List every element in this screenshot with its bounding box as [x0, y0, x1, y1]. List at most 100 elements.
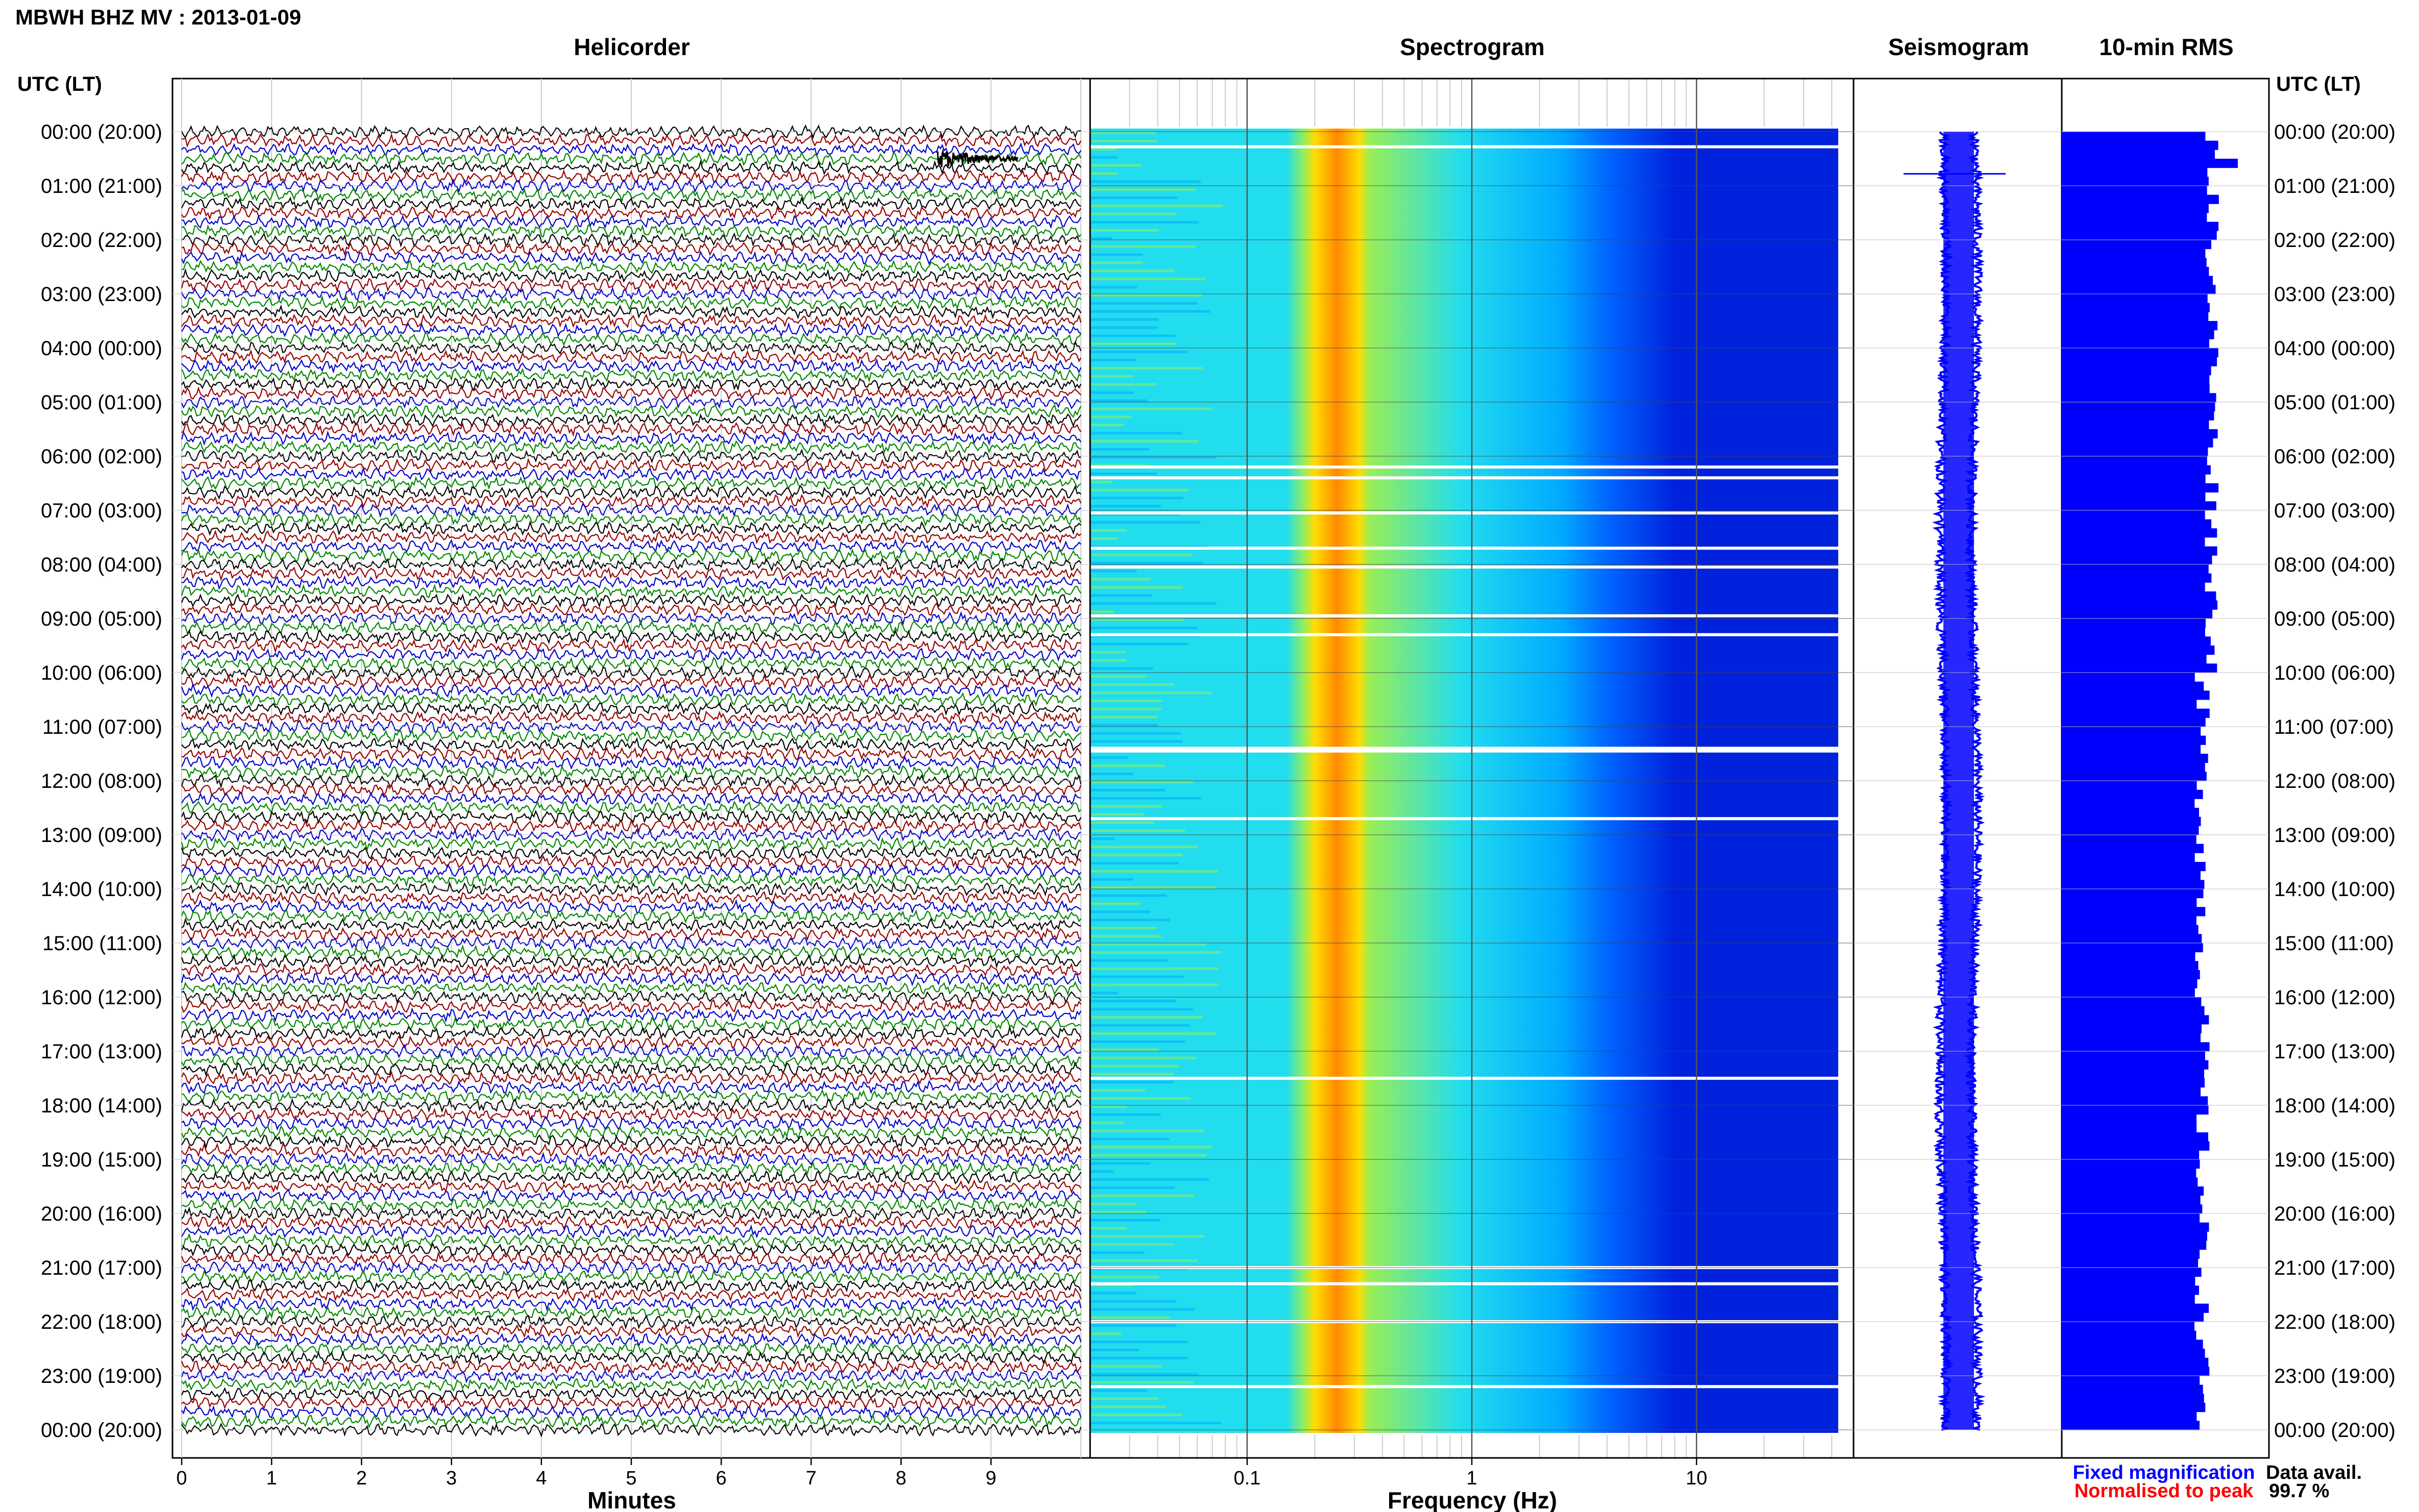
rms-bar — [2062, 1268, 2202, 1277]
rms-bar — [2062, 1349, 2205, 1358]
helicorder-trace — [181, 863, 1081, 879]
helicorder-trace — [181, 1242, 1081, 1257]
helicorder-trace — [181, 1125, 1081, 1140]
helicorder-trace — [181, 1359, 1081, 1375]
rms-bar — [2062, 519, 2212, 529]
helicorder-trace — [181, 998, 1081, 1014]
helicorder-trace — [181, 1305, 1081, 1321]
spectrogram-texture-row — [1090, 821, 1154, 824]
time-axis-label-left: UTC (LT) — [17, 73, 102, 95]
helicorder-trace — [181, 619, 1081, 635]
rms-bar — [2062, 871, 2201, 880]
rms-bar — [2062, 907, 2206, 916]
spectrogram-texture-row — [1090, 172, 1118, 175]
helicorder-panel — [171, 78, 1091, 1459]
time-tick-label-left: 16:00 (12:00) — [41, 986, 162, 1009]
helicorder-trace — [181, 1214, 1081, 1230]
spectrogram-texture-row — [1090, 553, 1193, 556]
rms-bar — [2062, 1322, 2195, 1331]
rms-bar — [2062, 708, 2210, 718]
helicorder-trace — [181, 1251, 1081, 1267]
helicorder-trace — [181, 538, 1081, 554]
rms-bar — [2062, 1159, 2200, 1169]
helicorder-trace — [181, 1097, 1081, 1113]
rms-panel — [2061, 78, 2270, 1459]
time-tick-label-left: 09:00 (05:00) — [41, 608, 162, 630]
legend-fixed-magnification: Fixed magnification — [2073, 1462, 2255, 1483]
helicorder-trace — [181, 836, 1081, 852]
spectrogram-texture-row — [1090, 1365, 1162, 1368]
rms-bar — [2062, 754, 2208, 763]
rms-bar — [2062, 844, 2204, 853]
minutes-tick-label: 2 — [356, 1468, 367, 1489]
helicorder-trace — [181, 422, 1081, 437]
spectrogram-texture-row — [1090, 1186, 1175, 1189]
helicorder-trace — [181, 1196, 1081, 1212]
spectrogram-texture-row — [1090, 1251, 1144, 1254]
helicorder-trace — [181, 565, 1081, 582]
spectrogram-texture-row — [1090, 367, 1203, 370]
rms-bar — [2062, 1258, 2199, 1268]
rms-bar — [2062, 1195, 2201, 1205]
spectrogram-texture-row — [1090, 342, 1176, 345]
rms-bar — [2062, 429, 2218, 439]
helicorder-trace — [181, 1034, 1081, 1050]
helicorder-trace — [181, 1160, 1081, 1176]
spectrogram-texture-row — [1090, 910, 1150, 913]
helicorder-trace — [181, 457, 1082, 473]
rms-bar — [2062, 835, 2196, 845]
helicorder-trace — [181, 629, 1081, 645]
spectrogram-texture-row — [1090, 1040, 1186, 1043]
helicorder-trace — [181, 349, 1081, 365]
rms-bar — [2062, 1024, 2202, 1034]
spectrogram-texture-row — [1090, 1024, 1191, 1027]
spectrogram-texture-row — [1090, 310, 1211, 313]
helicorder-trace — [181, 304, 1081, 320]
helicorder-trace — [181, 1386, 1081, 1401]
rms-bar — [2062, 402, 2215, 412]
rms-bar — [2062, 673, 2195, 682]
spectrogram-texture-row — [1090, 1227, 1127, 1230]
rms-bar — [2062, 1241, 2207, 1250]
rms-bar — [2062, 132, 2206, 141]
spectrogram-texture-row — [1090, 456, 1217, 459]
spectrogram-texture-row — [1090, 886, 1216, 889]
helicorder-trace — [181, 1080, 1081, 1095]
spectrogram-texture-row — [1090, 180, 1201, 183]
spectrogram-texture-row — [1090, 286, 1137, 289]
time-tick-label-right: 06:00 (02:00) — [2274, 445, 2396, 468]
rms-bar — [2062, 330, 2214, 339]
spectrogram-texture-row — [1090, 878, 1133, 881]
rms-bar — [2062, 221, 2219, 231]
rms-bar — [2062, 564, 2209, 574]
rms-bar — [2062, 573, 2212, 583]
helicorder-trace — [181, 647, 1081, 662]
helicorder-trace — [181, 1133, 1082, 1149]
spectrogram-texture-row — [1090, 1259, 1198, 1262]
legend-normalised-to-peak: Normalised to peak — [2075, 1480, 2254, 1502]
rms-bar — [2062, 240, 2211, 250]
helicorder-trace — [181, 800, 1081, 815]
minutes-tick-label: 4 — [536, 1468, 547, 1489]
helicorder-trace — [181, 1422, 1082, 1438]
time-tick-label-right: 16:00 (12:00) — [2274, 986, 2396, 1009]
spectrogram-texture-row — [1090, 407, 1213, 410]
spectrogram-texture-row — [1090, 147, 1117, 151]
spectrogram-title: Spectrogram — [1400, 34, 1545, 60]
rms-bar — [2062, 808, 2199, 817]
spectrogram-texture-row — [1090, 951, 1221, 954]
rms-bar — [2062, 925, 2199, 934]
spectrogram-texture-row — [1090, 391, 1134, 394]
spectrogram-texture-row — [1090, 943, 1206, 946]
helicorder-trace — [181, 430, 1081, 447]
time-tick-label-left: 00:00 (20:00) — [41, 121, 162, 143]
rms-bar — [2062, 772, 2207, 781]
rms-bar — [2062, 952, 2195, 961]
data-availability-value: 99.7 % — [2269, 1480, 2329, 1502]
spectrogram-texture-row — [1090, 440, 1199, 443]
rms-bar — [2062, 348, 2218, 358]
spectrogram-texture-row — [1090, 1170, 1114, 1173]
spectrogram-texture-row — [1090, 724, 1158, 727]
rms-bar — [2062, 727, 2201, 736]
helicorder-trace — [181, 755, 1082, 771]
